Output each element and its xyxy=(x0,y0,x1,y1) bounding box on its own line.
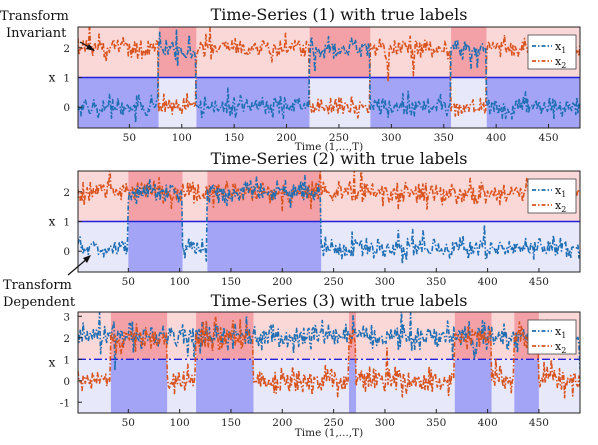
annotation-bottom-arrow xyxy=(67,257,89,276)
chart-title: Time-Series (1) with true labels xyxy=(211,5,468,24)
segment-lower-7 xyxy=(454,359,492,413)
x-axis-label: Time (1,...,T) xyxy=(295,141,363,153)
segment-lower-0 xyxy=(78,221,129,272)
x-tick-label: 350 xyxy=(434,132,454,144)
y-tick-label: 0 xyxy=(63,102,70,114)
annotation-top-arrowhead xyxy=(86,44,95,51)
series-group xyxy=(78,171,580,265)
x-tick-label: 300 xyxy=(375,417,395,429)
segment-lower-4 xyxy=(253,359,350,413)
segment-lower-4 xyxy=(321,221,580,272)
x-tick-label: 300 xyxy=(381,132,401,144)
segment-upper-5 xyxy=(451,27,487,78)
x-tick-label: 350 xyxy=(426,276,446,288)
x-tick-label: 250 xyxy=(324,417,344,429)
x-tick-label: 450 xyxy=(529,276,549,288)
x-tick-label: 50 xyxy=(123,132,136,144)
x-tick-label: 300 xyxy=(375,276,395,288)
series-group xyxy=(78,312,580,399)
segment-lower-6 xyxy=(486,77,580,128)
x-tick-label: 450 xyxy=(539,132,559,144)
x-tick-label: 150 xyxy=(224,132,244,144)
x-tick-label: 400 xyxy=(478,276,498,288)
annotation-top-line2: Invariant xyxy=(6,26,67,41)
panel-time-series-3: 50 100 150 200 250 300 350 400 450 -1 0 1 2 3 Time-Ser… xyxy=(49,291,581,439)
legend-label-x2: x2 xyxy=(555,55,566,70)
x-tick-label: 200 xyxy=(277,132,297,144)
segment-upper-0 xyxy=(78,171,129,222)
x-axis-label: Time (1,...,T) xyxy=(295,427,363,439)
y-tick-label: 1 xyxy=(63,73,70,85)
x-tick-label: 400 xyxy=(478,417,498,429)
y-tick-label: 2 xyxy=(63,43,70,55)
x-tick-label: 450 xyxy=(529,417,549,429)
y-tick-label: 0 xyxy=(63,246,70,258)
y-axis-label: x xyxy=(49,71,56,85)
segment-lower-1 xyxy=(128,221,183,272)
legend-label-x2: x2 xyxy=(555,340,566,355)
x-tick-label: 350 xyxy=(426,417,446,429)
chart-title: Time-Series (3) with true labels xyxy=(211,291,468,310)
x-tick-label: 150 xyxy=(221,276,241,288)
series-line-x1 xyxy=(78,174,580,265)
annotation-bottom-line2: Dependent xyxy=(3,295,76,310)
segment-lower-9 xyxy=(514,359,539,413)
y-tick-label: 3 xyxy=(63,311,70,323)
x-tick-label: 250 xyxy=(324,276,344,288)
y-tick-label: 1 xyxy=(63,217,70,229)
x-tick-label: 200 xyxy=(272,276,292,288)
series-line-x1 xyxy=(78,29,580,124)
segment-upper-2 xyxy=(196,27,310,78)
annotation-transform-dependent: Transform Dependent xyxy=(3,255,91,310)
segment-lower-3 xyxy=(196,359,254,413)
segment-upper-2 xyxy=(167,312,197,360)
x-tick-label: 250 xyxy=(329,132,349,144)
x-tick-label: 100 xyxy=(172,132,192,144)
segment-lower-8 xyxy=(491,359,515,413)
y-tick-label: -1 xyxy=(60,397,70,409)
panel-time-series-2: 50 100 150 200 250 300 350 400 450 0 1 2 Time-Series… xyxy=(49,149,581,288)
series-line-x2 xyxy=(78,27,580,119)
segment-lower-0 xyxy=(78,359,111,413)
y-tick-label: 1 xyxy=(63,354,70,366)
x-tick-label: 100 xyxy=(170,417,190,429)
legend-label-x1: x1 xyxy=(555,325,566,340)
annotation-bottom-arrowhead xyxy=(83,255,91,263)
segment-lower-5 xyxy=(349,359,357,413)
series-line-x2 xyxy=(78,315,580,399)
series-group xyxy=(78,27,580,124)
x-tick-label: 50 xyxy=(122,417,135,429)
y-axis-label: x xyxy=(49,215,56,229)
y-axis-label: x xyxy=(49,356,56,370)
segment-upper-1 xyxy=(158,27,197,78)
y-tick-label: 2 xyxy=(63,187,70,199)
x-tick-label: 50 xyxy=(122,276,135,288)
legend-label-x2: x2 xyxy=(555,199,566,214)
x-tick-label: 400 xyxy=(486,132,506,144)
legend-label-x1: x1 xyxy=(555,40,566,55)
y-tick-label: 0 xyxy=(63,376,70,388)
annotation-bottom-line1: Transform xyxy=(3,278,72,293)
x-tick-label: 100 xyxy=(170,276,190,288)
chart-title: Time-Series (2) with true labels xyxy=(211,149,468,168)
series-line-x1 xyxy=(78,312,580,372)
segment-lower-1 xyxy=(110,359,168,413)
y-tick-label: 2 xyxy=(63,333,70,345)
annotation-transform-invariant: Transform Invariant xyxy=(0,9,95,51)
axes-box xyxy=(77,311,581,414)
segment-lower-3 xyxy=(207,221,322,272)
x-tick-label: 200 xyxy=(272,417,292,429)
x-tick-label: 150 xyxy=(221,417,241,429)
legend-label-x1: x1 xyxy=(555,184,566,199)
panel-time-series-1: 50 100 150 200 250 300 350 400 450 0 1 2 Time-Series… xyxy=(49,5,581,153)
annotation-top-line1: Transform xyxy=(0,9,69,24)
